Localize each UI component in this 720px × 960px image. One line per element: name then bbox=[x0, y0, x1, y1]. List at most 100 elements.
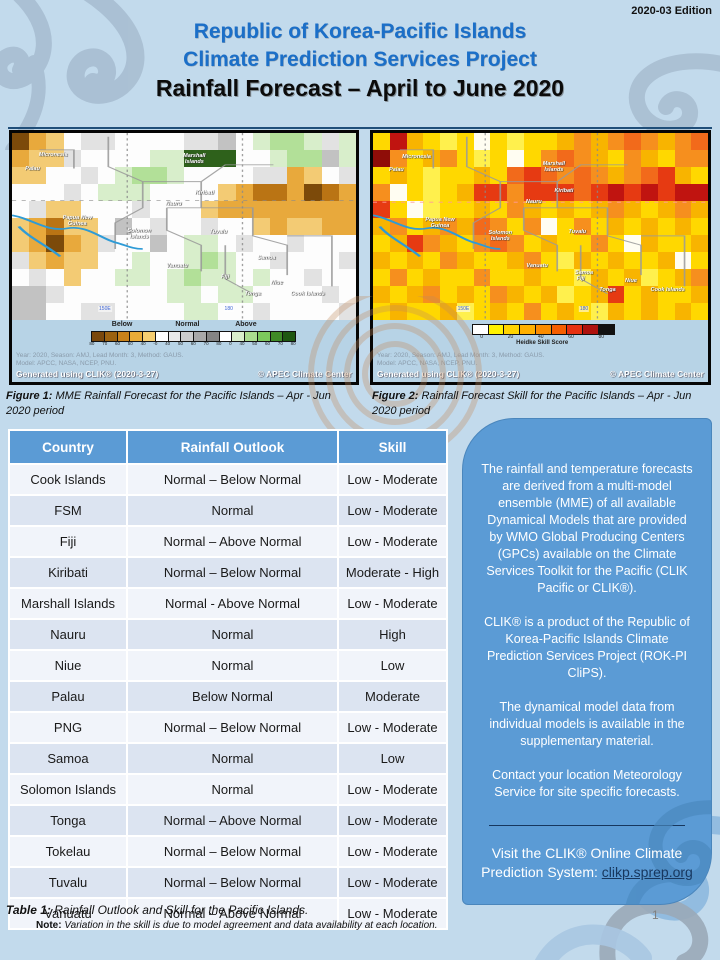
map-cell bbox=[557, 184, 574, 201]
outlook-cell: Normal – Below Normal bbox=[126, 866, 339, 899]
map-cell bbox=[287, 167, 305, 184]
map-cell bbox=[12, 286, 30, 303]
country-cell: Kiribati bbox=[8, 556, 128, 589]
map-cell bbox=[641, 269, 658, 286]
map-cell bbox=[490, 303, 507, 320]
map-country-label: Solomon Islands bbox=[127, 227, 152, 240]
map-cell bbox=[46, 150, 64, 167]
map-cell bbox=[12, 235, 30, 252]
map-cell bbox=[166, 201, 184, 218]
skill-cell: Low - Moderate bbox=[337, 463, 448, 496]
map-cell bbox=[540, 150, 558, 167]
map-cell bbox=[321, 235, 339, 252]
map-cell bbox=[321, 201, 339, 218]
legend-color-swatch bbox=[194, 332, 207, 341]
table-row: Tonga Normal – Above Normal Low - Moderate bbox=[8, 804, 448, 837]
map-cell bbox=[456, 184, 474, 201]
map-cell bbox=[507, 235, 524, 252]
map-cell bbox=[132, 150, 150, 167]
map-cell bbox=[607, 201, 625, 218]
outlook-cell: Normal - Above Normal bbox=[126, 587, 339, 620]
outlook-cell: Normal – Below Normal bbox=[126, 556, 339, 589]
outlook-cell: Normal – Below Normal bbox=[126, 711, 339, 744]
map-cell bbox=[624, 167, 641, 184]
map-cell bbox=[201, 184, 219, 201]
map-cell bbox=[201, 150, 219, 167]
map-cell bbox=[270, 303, 288, 320]
map-cell bbox=[590, 184, 608, 201]
map-cell bbox=[406, 201, 424, 218]
map-cell bbox=[201, 269, 219, 286]
map-cell bbox=[490, 150, 507, 167]
map-cell bbox=[607, 303, 625, 320]
map-cell bbox=[523, 184, 541, 201]
map-cell bbox=[624, 133, 641, 150]
map-cell bbox=[440, 269, 457, 286]
map-cell bbox=[674, 218, 692, 235]
map-cell bbox=[304, 218, 322, 235]
forecast-legend: Below Normal Above 80 70 60 50 40 -0 40 50 60 70 8… bbox=[12, 320, 356, 350]
page-title: Republic of Korea-Pacific Islands Climat… bbox=[0, 18, 720, 102]
panel-divider bbox=[488, 825, 686, 826]
legend-tick: 50 bbox=[127, 341, 133, 346]
legend-tick: 80 bbox=[290, 341, 296, 346]
meta-model-line: Model: APCC, NASA, NCEP, PNU. bbox=[377, 360, 478, 367]
legend-tick: 40 bbox=[140, 341, 146, 346]
map-cell bbox=[270, 235, 288, 252]
legend-color-swatch bbox=[472, 325, 489, 334]
outlook-cell: Normal bbox=[126, 649, 339, 682]
legend-color-swatch bbox=[583, 325, 599, 334]
map-cell bbox=[321, 252, 339, 269]
legend-below-label: Below bbox=[111, 321, 133, 328]
map-cell bbox=[287, 218, 305, 235]
map-cell bbox=[624, 252, 641, 269]
map-cell bbox=[338, 252, 356, 269]
legend-tick: 60 bbox=[114, 341, 120, 346]
map-cell bbox=[456, 235, 474, 252]
map-country-label: Kiribati bbox=[554, 187, 574, 194]
table-row: Niue Normal Low bbox=[8, 649, 448, 682]
legend-color-bar bbox=[471, 324, 615, 335]
table-note-label: Note: bbox=[36, 920, 62, 931]
map-cell bbox=[46, 269, 64, 286]
map-cell bbox=[304, 184, 322, 201]
outlook-cell: Normal bbox=[126, 494, 339, 527]
map-cell bbox=[252, 133, 270, 150]
map-cell bbox=[321, 133, 339, 150]
skill-legend: 0 20 40 60 80 Heidke Skill Score bbox=[373, 320, 708, 350]
map-cell bbox=[98, 201, 116, 218]
skill-cell: Low - Moderate bbox=[337, 494, 448, 527]
map-cell bbox=[115, 303, 133, 320]
map-longitude-label: 150E bbox=[98, 305, 112, 312]
map-cell bbox=[115, 218, 133, 235]
legend-tick: -0 bbox=[153, 341, 158, 346]
legend-color-bar bbox=[91, 331, 297, 342]
table-row: Marshall Islands Normal - Above Normal Low… bbox=[8, 587, 448, 620]
map-cell bbox=[657, 167, 675, 184]
map-cell bbox=[557, 150, 574, 167]
map-country-label: Fiji bbox=[221, 273, 230, 280]
map-area: Micronesia Palau Marshall Islands Kiribati N… bbox=[12, 133, 356, 320]
map-cell bbox=[373, 269, 390, 286]
map-cell bbox=[338, 235, 356, 252]
map-cell bbox=[456, 252, 474, 269]
map-cell bbox=[456, 218, 474, 235]
map-cell bbox=[607, 269, 625, 286]
map-cell bbox=[540, 167, 558, 184]
map-cell bbox=[389, 252, 407, 269]
legend-title: Heidke Skill Score bbox=[516, 340, 569, 346]
map-country-label: Tonga bbox=[599, 287, 616, 294]
map-cell bbox=[456, 133, 474, 150]
clik-system-link[interactable]: clikp.sprep.org bbox=[601, 864, 693, 880]
legend-tick: 40 bbox=[239, 341, 245, 346]
skill-column-header: Skill bbox=[337, 429, 448, 465]
map-cell bbox=[252, 218, 270, 235]
legend-tick: 80 bbox=[89, 341, 95, 346]
map-cell bbox=[98, 286, 116, 303]
map-cell bbox=[304, 303, 322, 320]
map-cell bbox=[46, 184, 64, 201]
map-country-label: Nauru bbox=[165, 201, 182, 208]
map-cell bbox=[149, 133, 167, 150]
map-cell bbox=[657, 303, 675, 320]
outlook-cell: Normal bbox=[126, 742, 339, 775]
